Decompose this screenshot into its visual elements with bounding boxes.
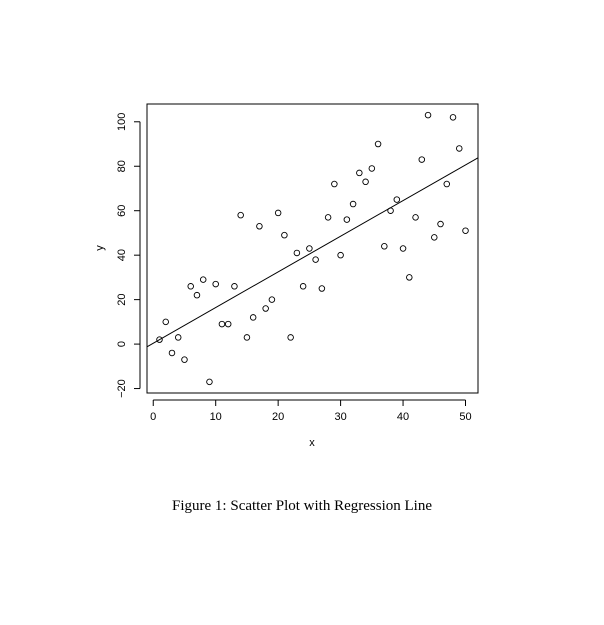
data-point — [462, 227, 469, 234]
x-axis: 0 10 20 30 40 50 — [150, 399, 472, 423]
y-tick-label: 0 — [116, 341, 128, 347]
data-point — [187, 283, 194, 290]
x-axis-label: x — [309, 437, 315, 449]
data-point — [443, 180, 451, 188]
x-tick-label: 30 — [334, 411, 346, 423]
data-point — [237, 211, 244, 219]
data-point — [374, 140, 382, 148]
data-point — [199, 276, 207, 283]
y-axis: −20 0 20 40 60 80 100 — [116, 113, 141, 398]
data-point — [293, 249, 301, 257]
data-point — [299, 283, 307, 290]
data-point — [431, 234, 438, 241]
data-point — [324, 214, 332, 221]
data-point — [281, 231, 288, 239]
data-point — [168, 349, 176, 357]
data-point — [206, 378, 213, 386]
data-point — [381, 243, 388, 250]
data-point — [337, 251, 344, 259]
data-point — [231, 283, 238, 290]
data-point — [437, 220, 444, 228]
data-point — [224, 320, 232, 328]
x-tick-label: 10 — [210, 411, 222, 423]
y-tick-label: −20 — [116, 379, 128, 398]
plot-frame — [146, 103, 479, 394]
data-point — [362, 178, 369, 186]
data-point — [243, 334, 251, 341]
data-point — [162, 318, 169, 326]
data-point — [218, 320, 226, 328]
data-point — [343, 216, 351, 223]
data-point — [193, 291, 201, 299]
y-tick-label: 100 — [116, 113, 128, 131]
x-tick-label: 20 — [272, 411, 284, 423]
y-tick-label: 60 — [116, 205, 128, 217]
data-point — [318, 285, 326, 292]
data-point — [387, 207, 394, 214]
data-point — [287, 334, 294, 341]
data-point — [249, 314, 257, 321]
y-tick-label: 20 — [116, 294, 128, 306]
y-tick-label: 40 — [116, 249, 128, 261]
regression-line — [146, 157, 479, 348]
data-point — [449, 114, 457, 121]
data-point — [349, 200, 357, 208]
y-tick-label: 80 — [116, 160, 128, 172]
data-point — [262, 305, 269, 312]
data-point — [399, 245, 407, 252]
y-axis-label: y — [94, 245, 106, 251]
data-point — [212, 280, 219, 288]
data-point — [418, 156, 426, 163]
data-point — [256, 223, 263, 230]
data-point — [174, 334, 182, 341]
data-point — [368, 165, 376, 172]
data-point — [181, 356, 188, 363]
data-point — [356, 169, 363, 177]
data-point — [331, 180, 338, 188]
data-point — [393, 196, 401, 203]
data-point — [406, 274, 413, 281]
regression-layer — [146, 157, 479, 348]
data-point — [268, 296, 276, 303]
data-point — [156, 336, 163, 343]
data-point — [456, 145, 463, 152]
x-tick-label: 40 — [397, 411, 409, 423]
data-point — [274, 209, 282, 217]
data-point — [306, 245, 313, 252]
points-layer — [156, 111, 469, 386]
x-tick-label: 50 — [459, 411, 471, 423]
data-point — [424, 111, 432, 119]
data-point — [412, 214, 419, 221]
x-tick-label: 0 — [150, 411, 156, 423]
data-point — [312, 256, 319, 263]
figure-caption: Figure 1: Scatter Plot with Regression L… — [172, 498, 432, 514]
